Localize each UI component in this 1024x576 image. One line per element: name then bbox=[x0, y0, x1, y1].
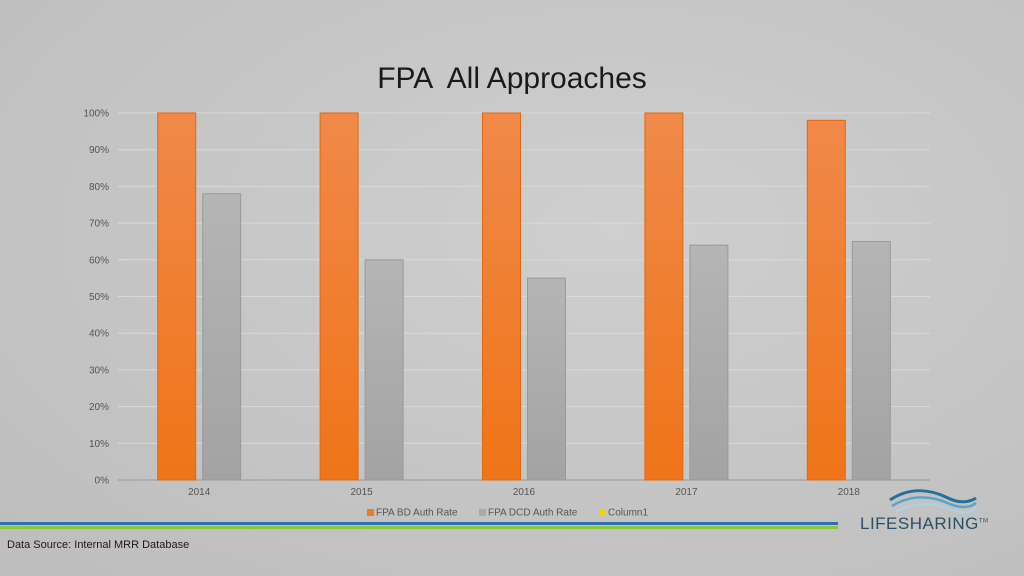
bar-bd-auth-rate bbox=[482, 112, 521, 481]
bar-dcd-auth-rate bbox=[364, 259, 404, 481]
x-tick-label: 2018 bbox=[838, 487, 861, 498]
bar-dcd-auth-rate bbox=[689, 244, 729, 481]
x-tick-label: 2017 bbox=[675, 487, 698, 498]
x-tick-label: 2015 bbox=[350, 487, 373, 498]
y-tick-label: 20% bbox=[89, 402, 109, 413]
lifesharing-logo: LIFESHARINGTM bbox=[858, 486, 988, 536]
footer-bar-blue bbox=[0, 522, 838, 525]
footer-bar-green bbox=[0, 526, 838, 529]
y-tick-label: 70% bbox=[89, 219, 109, 230]
chart-title: FPA All Approaches bbox=[377, 62, 647, 95]
y-tick-label: 30% bbox=[89, 365, 109, 376]
y-tick-label: 0% bbox=[95, 476, 110, 487]
y-tick-label: 100% bbox=[83, 109, 109, 120]
x-axis-ticks: 2014 2015 2016 2017 2018 bbox=[188, 487, 860, 498]
bar-bd-auth-rate bbox=[644, 112, 684, 481]
bar-bd-auth-rate bbox=[319, 112, 359, 481]
y-tick-label: 40% bbox=[89, 329, 109, 340]
y-tick-label: 10% bbox=[89, 439, 109, 450]
legend: FPA BD Auth Rate FPA DCD Auth Rate Column1 bbox=[367, 508, 648, 519]
y-tick-label: 80% bbox=[89, 182, 109, 193]
legend-swatch bbox=[367, 509, 374, 516]
bar-bd-auth-rate bbox=[157, 112, 197, 481]
bar-bd-auth-rate bbox=[806, 119, 846, 481]
logo-wordmark: LIFESHARINGTM bbox=[860, 514, 989, 533]
wave-icon bbox=[889, 489, 977, 514]
legend-label: Column1 bbox=[608, 508, 648, 519]
x-tick-label: 2014 bbox=[188, 487, 211, 498]
y-axis-ticks: 0% 10% 20% 30% 40% 50% 60% 70% 80% 90% 100% bbox=[83, 109, 109, 487]
bars bbox=[157, 112, 891, 481]
gridlines bbox=[118, 112, 930, 481]
y-tick-label: 90% bbox=[89, 145, 109, 156]
legend-swatch bbox=[599, 509, 606, 516]
bar-dcd-auth-rate bbox=[527, 277, 566, 481]
legend-label: FPA BD Auth Rate bbox=[376, 508, 458, 519]
y-tick-label: 60% bbox=[89, 255, 109, 266]
legend-swatch bbox=[479, 509, 486, 516]
bar-dcd-auth-rate bbox=[851, 240, 891, 481]
bar-dcd-auth-rate bbox=[202, 193, 242, 481]
legend-label: FPA DCD Auth Rate bbox=[488, 508, 578, 519]
data-source-note: Data Source: Internal MRR Database bbox=[7, 539, 190, 551]
x-tick-label: 2016 bbox=[513, 487, 536, 498]
y-tick-label: 50% bbox=[89, 292, 109, 303]
